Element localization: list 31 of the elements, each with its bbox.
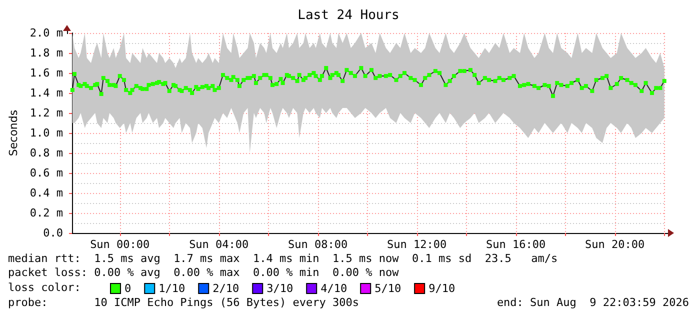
text: median rtt: 1.5 ms avg 1.7 ms max 1.4 ms min 1.5 ms now 0.1 ms sd 23.5 am/s xyxy=(8,252,558,265)
y-tick-label: 0.8 m xyxy=(30,146,64,160)
y-tick-label: 0.2 m xyxy=(30,206,64,220)
legend-label: 1/10 xyxy=(158,282,186,295)
y-tick-label: 1.2 m xyxy=(30,106,64,120)
x-tick-label: Sun 16:00 xyxy=(486,238,546,251)
legend-label: 3/10 xyxy=(266,282,294,295)
legend-label: 5/10 xyxy=(374,282,402,295)
legend-label: 2/10 xyxy=(212,282,240,295)
y-tick-label: 0.6 m xyxy=(30,166,64,180)
legend-label: 4/10 xyxy=(320,282,348,295)
text: probe: 10 ICMP Echo Pings (56 Bytes) every 300s xyxy=(8,296,359,309)
x-tick-label: Sun 04:00 xyxy=(189,238,249,251)
x-tick-label: Sun 20:00 xyxy=(585,238,645,251)
y-tick-label: 1.0 m xyxy=(30,126,64,140)
y-tick-label: 1.8 m xyxy=(30,46,64,60)
y-tick-label: 2.0 m xyxy=(30,26,64,40)
legend-label: 9/10 xyxy=(428,282,456,295)
x-tick-label: Sun 08:00 xyxy=(288,238,348,251)
y-tick-label: 1.6 m xyxy=(30,66,64,80)
legend-label: 0 xyxy=(124,282,132,295)
legend-title: loss color: xyxy=(8,281,81,294)
y-tick-label: 0.0 xyxy=(43,226,64,240)
y-tick-label: 1.4 m xyxy=(30,86,64,100)
y-axis-title: Seconds xyxy=(7,110,20,156)
y-tick-label: 0.4 m xyxy=(30,186,64,200)
x-tick-label: Sun 00:00 xyxy=(90,238,150,251)
x-tick-label: Sun 12:00 xyxy=(387,238,447,251)
chart-title: Last 24 Hours xyxy=(298,8,400,23)
text: packet loss: 0.00 % avg 0.00 % max 0.00 % min 0.00 % now xyxy=(8,266,399,279)
text: end: Sun Aug 9 22:03:59 2026 xyxy=(496,296,689,309)
